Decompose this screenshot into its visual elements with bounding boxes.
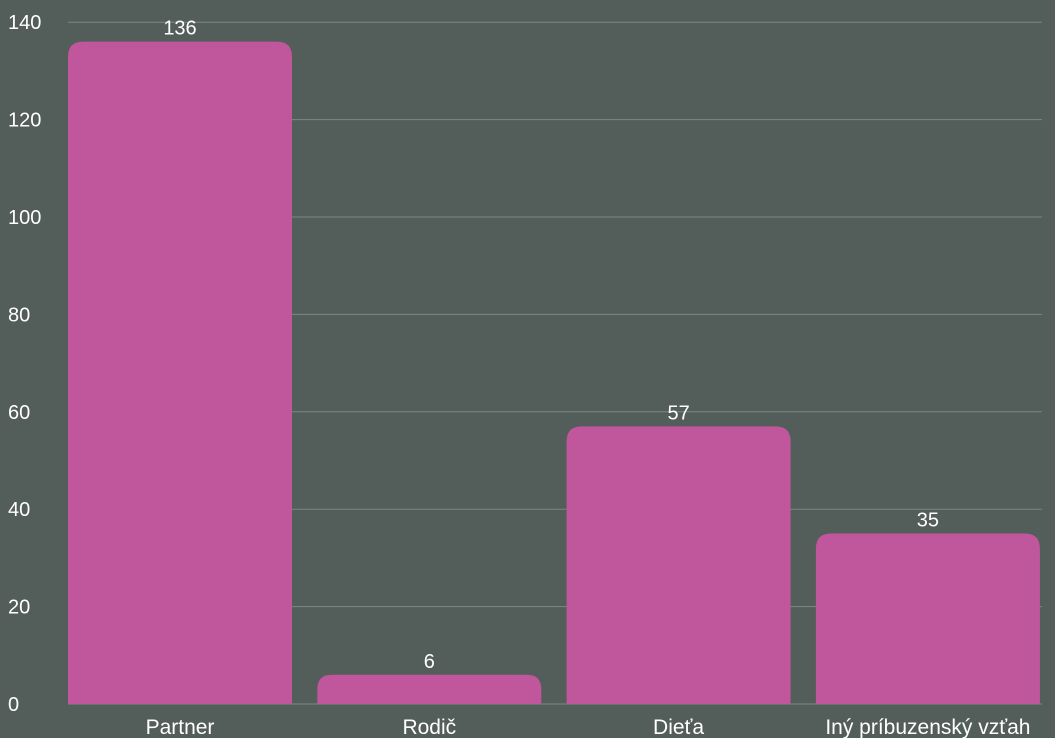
bar [68, 41, 292, 705]
x-category-label: Rodič [402, 716, 456, 738]
x-category-label: Dieťa [653, 716, 704, 738]
bars [68, 41, 1040, 705]
y-axis-ticks: 0 20 40 60 80 100 120 140 [8, 12, 41, 716]
y-tick-label: 0 [8, 694, 19, 716]
y-tick-label: 140 [8, 12, 41, 34]
y-tick-label: 100 [8, 207, 41, 229]
data-label: 57 [667, 402, 689, 424]
x-category-label: Partner [146, 716, 215, 738]
data-label: 35 [917, 510, 939, 532]
x-axis-categories: Partner Rodič Dieťa Iný príbuzenský vzťah [146, 716, 1031, 738]
y-tick-label: 40 [8, 499, 30, 521]
bar [317, 674, 542, 704]
x-category-label: Iný príbuzenský vzťah [825, 716, 1030, 738]
y-tick-label: 20 [8, 597, 30, 619]
y-tick-label: 80 [8, 304, 30, 326]
data-labels: 136 6 57 35 [163, 18, 939, 673]
bar [815, 533, 1040, 704]
bar [566, 426, 791, 704]
y-tick-label: 60 [8, 402, 30, 424]
y-tick-label: 120 [8, 110, 41, 132]
data-label: 6 [424, 651, 435, 673]
data-label: 136 [163, 18, 196, 40]
